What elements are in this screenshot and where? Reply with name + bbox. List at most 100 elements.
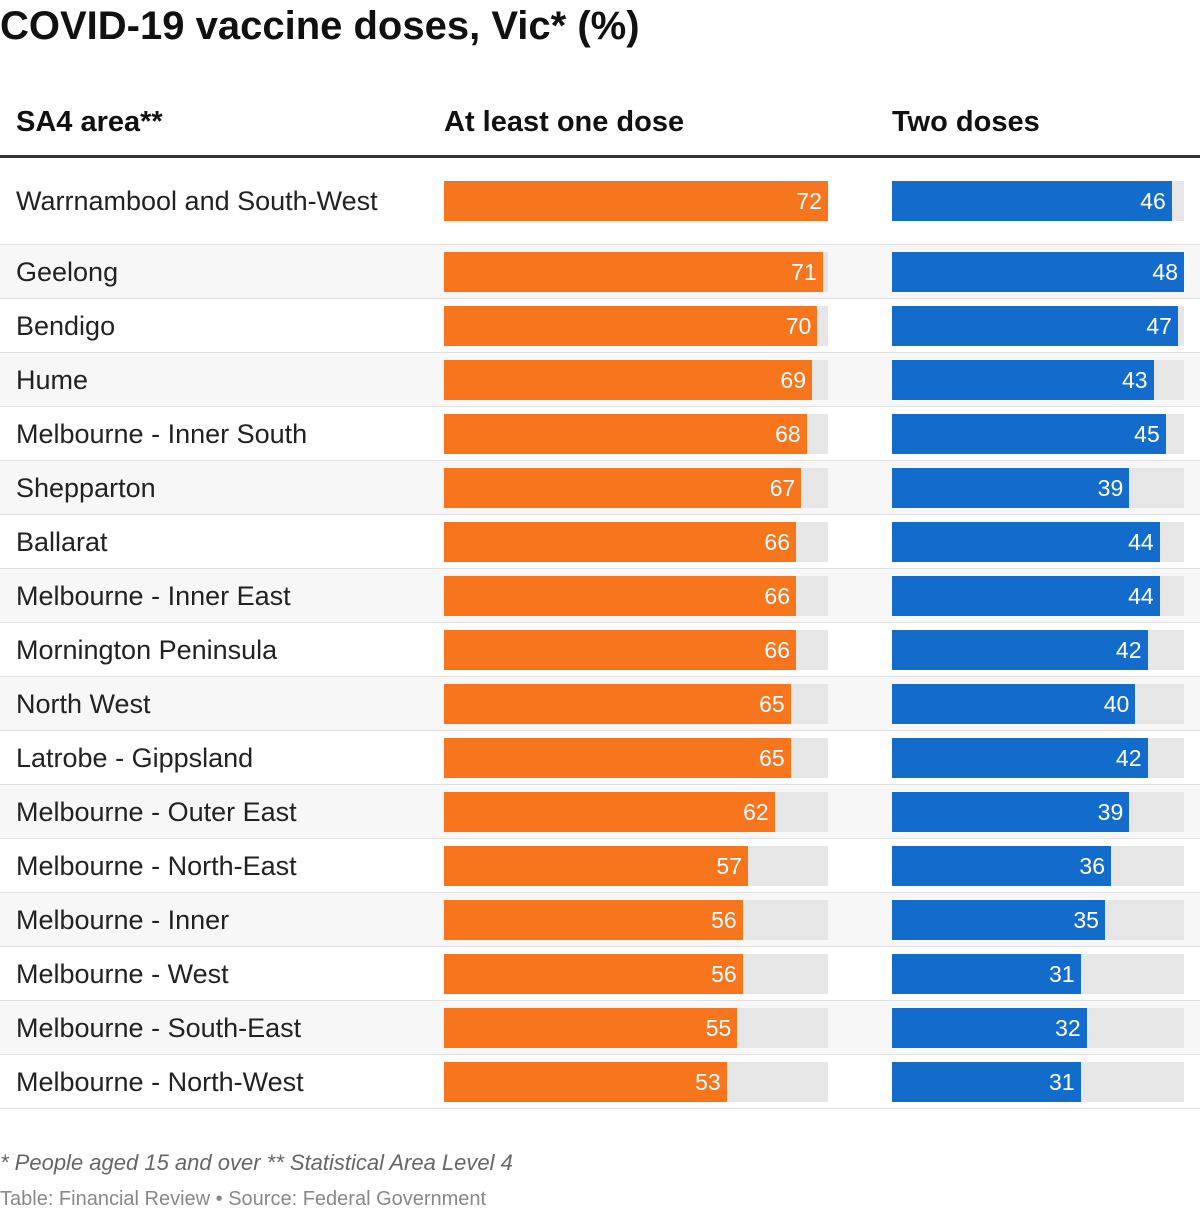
table-row[interactable]: Melbourne - Inner South 68 45 bbox=[0, 407, 1200, 461]
column-header-two-doses[interactable]: Two doses bbox=[892, 106, 1040, 138]
one-dose-bar-track: 69 bbox=[444, 359, 828, 400]
one-dose-value: 72 bbox=[796, 188, 822, 214]
area-label: Shepparton bbox=[16, 472, 156, 503]
two-doses-bar: 44 bbox=[892, 575, 1160, 616]
two-doses-bar-track: 42 bbox=[892, 737, 1184, 778]
two-doses-bar: 39 bbox=[892, 791, 1130, 832]
area-label: Melbourne - North-East bbox=[16, 850, 297, 881]
area-label: Latrobe - Gippsland bbox=[16, 742, 254, 773]
table-row[interactable]: Melbourne - South-East 55 32 bbox=[0, 1001, 1200, 1055]
area-label: Bendigo bbox=[16, 310, 116, 341]
one-dose-value: 70 bbox=[785, 312, 812, 339]
one-dose-bar: 65 bbox=[444, 683, 791, 724]
one-dose-bar: 72 bbox=[444, 181, 828, 221]
two-doses-bar: 32 bbox=[892, 1007, 1087, 1048]
one-dose-bar: 56 bbox=[444, 899, 743, 940]
table-header: SA4 area** At least one dose Two doses bbox=[0, 92, 1200, 158]
table-row[interactable]: Shepparton 67 39 bbox=[0, 461, 1200, 515]
one-dose-bar-track: 57 bbox=[444, 845, 828, 886]
table-row[interactable]: Geelong 71 48 bbox=[0, 245, 1200, 299]
table-row[interactable]: North West 65 40 bbox=[0, 677, 1200, 731]
area-label: Melbourne - Inner East bbox=[16, 580, 291, 611]
two-doses-bar-track: 48 bbox=[892, 251, 1184, 292]
column-header-area[interactable]: SA4 area** bbox=[16, 106, 163, 138]
one-dose-bar: 69 bbox=[444, 359, 812, 400]
table-row[interactable]: Melbourne - Outer East 62 39 bbox=[0, 785, 1200, 839]
two-doses-bar-track: 31 bbox=[892, 1061, 1184, 1102]
two-doses-value: 36 bbox=[1079, 852, 1105, 879]
one-dose-bar: 67 bbox=[444, 467, 802, 508]
one-dose-bar-track: 65 bbox=[444, 683, 828, 724]
table-row[interactable]: Melbourne - North-West 53 31 bbox=[0, 1055, 1200, 1109]
table-row[interactable]: Melbourne - West 56 31 bbox=[0, 947, 1200, 1001]
area-label: Melbourne - North-West bbox=[16, 1066, 304, 1097]
area-label: Melbourne - Inner South bbox=[16, 418, 308, 449]
two-doses-value: 39 bbox=[1097, 798, 1124, 825]
one-dose-bar-track: 70 bbox=[444, 305, 828, 346]
two-doses-value: 42 bbox=[1115, 636, 1142, 663]
two-doses-bar-track: 39 bbox=[892, 791, 1184, 832]
one-dose-bar-track: 53 bbox=[444, 1061, 828, 1102]
one-dose-bar: 55 bbox=[444, 1007, 738, 1048]
one-dose-bar: 70 bbox=[444, 305, 818, 346]
one-dose-bar-track: 71 bbox=[444, 251, 828, 292]
source-credit: Table: Financial Review • Source: Federa… bbox=[0, 1188, 487, 1210]
two-doses-bar-track: 45 bbox=[892, 413, 1184, 454]
data-table: SA4 area** At least one dose Two doses W… bbox=[0, 92, 1200, 1109]
table-row[interactable]: Melbourne - Inner East 66 44 bbox=[0, 569, 1200, 623]
area-label: Warrnambool and South-West bbox=[16, 186, 378, 216]
table-row[interactable]: Ballarat 66 44 bbox=[0, 515, 1200, 569]
one-dose-value: 67 bbox=[769, 474, 796, 501]
table-row[interactable]: Latrobe - Gippsland 65 42 bbox=[0, 731, 1200, 785]
two-doses-value: 48 bbox=[1152, 258, 1178, 285]
one-dose-bar: 62 bbox=[444, 791, 775, 832]
one-dose-bar-track: 72 bbox=[444, 181, 828, 221]
one-dose-bar: 66 bbox=[444, 575, 796, 616]
one-dose-value: 66 bbox=[764, 528, 790, 555]
two-doses-value: 31 bbox=[1048, 1068, 1075, 1095]
table-row[interactable]: Mornington Peninsula 66 42 bbox=[0, 623, 1200, 677]
one-dose-bar: 56 bbox=[444, 953, 743, 994]
one-dose-bar: 68 bbox=[444, 413, 807, 454]
one-dose-bar: 66 bbox=[444, 629, 796, 670]
two-doses-bar: 42 bbox=[892, 629, 1148, 670]
table-row[interactable]: Melbourne - Inner 56 35 bbox=[0, 893, 1200, 947]
two-doses-value: 32 bbox=[1055, 1014, 1081, 1041]
one-dose-value: 53 bbox=[695, 1068, 721, 1095]
one-dose-bar: 66 bbox=[444, 521, 796, 562]
chart-title: COVID-19 vaccine doses, Vic* (%) bbox=[0, 4, 640, 48]
table-row[interactable]: Hume 69 43 bbox=[0, 353, 1200, 407]
one-dose-bar-track: 56 bbox=[444, 899, 828, 940]
two-doses-bar: 40 bbox=[892, 683, 1136, 724]
one-dose-value: 65 bbox=[759, 744, 785, 771]
two-doses-value: 45 bbox=[1134, 420, 1160, 447]
one-dose-bar-track: 67 bbox=[444, 467, 828, 508]
two-doses-bar: 42 bbox=[892, 737, 1148, 778]
one-dose-value: 66 bbox=[764, 636, 790, 663]
column-header-one-dose[interactable]: At least one dose bbox=[444, 106, 685, 138]
one-dose-value: 56 bbox=[711, 960, 737, 987]
table-row[interactable]: Melbourne - North-East 57 36 bbox=[0, 839, 1200, 893]
two-doses-value: 44 bbox=[1128, 582, 1154, 609]
two-doses-bar-track: 44 bbox=[892, 521, 1184, 562]
one-dose-bar-track: 66 bbox=[444, 629, 828, 670]
one-dose-bar: 57 bbox=[444, 845, 748, 886]
one-dose-value: 71 bbox=[791, 258, 817, 285]
one-dose-bar: 53 bbox=[444, 1061, 727, 1102]
two-doses-bar-track: 40 bbox=[892, 683, 1184, 724]
two-doses-bar-track: 31 bbox=[892, 953, 1184, 994]
one-dose-bar: 71 bbox=[444, 251, 823, 292]
two-doses-bar: 48 bbox=[892, 251, 1184, 292]
two-doses-bar: 44 bbox=[892, 521, 1160, 562]
table-row[interactable]: Bendigo 70 47 bbox=[0, 299, 1200, 353]
two-doses-value: 31 bbox=[1048, 960, 1075, 987]
area-label: North West bbox=[16, 688, 151, 719]
table-row[interactable]: Warrnambool and South-West 72 46 bbox=[0, 158, 1200, 245]
one-dose-value: 57 bbox=[716, 852, 742, 879]
one-dose-bar-track: 62 bbox=[444, 791, 828, 832]
two-doses-bar: 35 bbox=[892, 899, 1105, 940]
two-doses-bar: 43 bbox=[892, 359, 1154, 400]
two-doses-value: 47 bbox=[1146, 312, 1172, 339]
table-body: Warrnambool and South-West 72 46 Geelong 71 4… bbox=[0, 158, 1200, 1109]
one-dose-value: 65 bbox=[759, 690, 785, 717]
